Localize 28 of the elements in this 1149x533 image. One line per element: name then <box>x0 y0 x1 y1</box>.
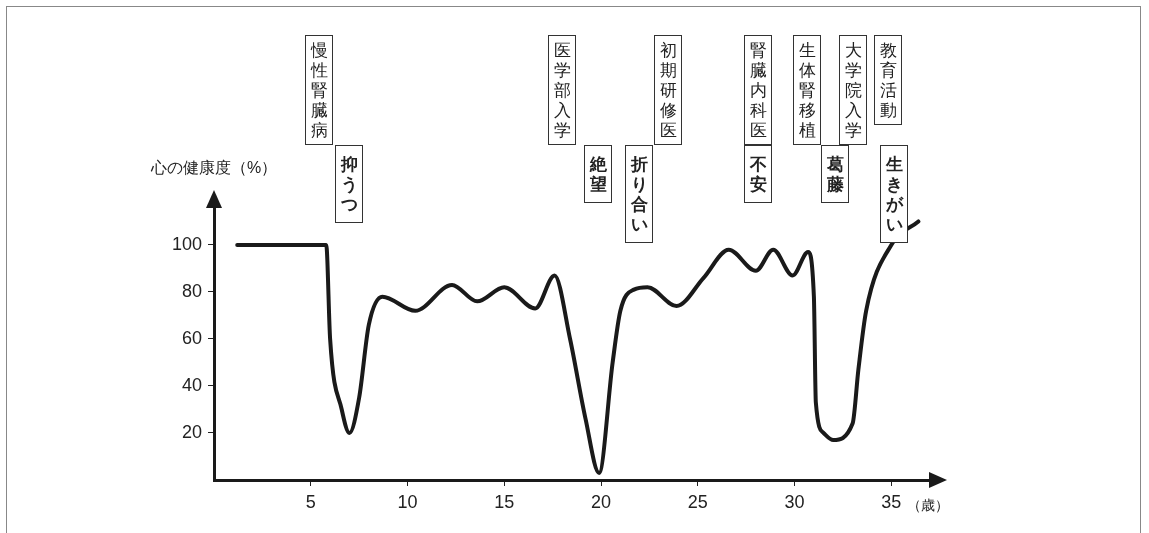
x-tick-label: 15 <box>494 491 515 512</box>
text: 教育活動 <box>874 35 902 125</box>
x-tick-label: 30 <box>784 491 805 512</box>
text: 不安 <box>744 145 772 203</box>
text: 大学院入学 <box>839 35 867 145</box>
y-axis-title: 心の健康度（%） <box>151 158 278 178</box>
x-axis-title: （歳） <box>907 496 950 515</box>
y-tick-label: 40 <box>181 374 202 395</box>
y-tick-label: 20 <box>181 421 202 442</box>
annotation: 折り合い <box>625 145 653 243</box>
x-tick-label: 25 <box>687 491 708 512</box>
x-tick-label: 35 <box>881 491 902 512</box>
line-series <box>235 219 921 475</box>
x-tick-label: 10 <box>397 491 418 512</box>
x-tick-label: 5 <box>305 491 316 512</box>
x-tick-label: 20 <box>591 491 612 512</box>
text: 腎臓内科医 <box>744 35 772 145</box>
y-tick-label: 100 <box>171 233 202 254</box>
text: 医学部入学 <box>548 35 576 145</box>
text: 初期研修医 <box>654 35 682 145</box>
annotation: 生きがい <box>880 145 908 243</box>
annotation: 抑うつ <box>335 145 363 223</box>
text: 生体腎移植 <box>793 35 821 145</box>
text: 絶望 <box>584 145 612 203</box>
y-tick-label: 80 <box>181 280 202 301</box>
y-tick-label: 60 <box>181 327 202 348</box>
text: 慢性腎臓病 <box>305 35 333 145</box>
text: 葛藤 <box>821 145 849 203</box>
